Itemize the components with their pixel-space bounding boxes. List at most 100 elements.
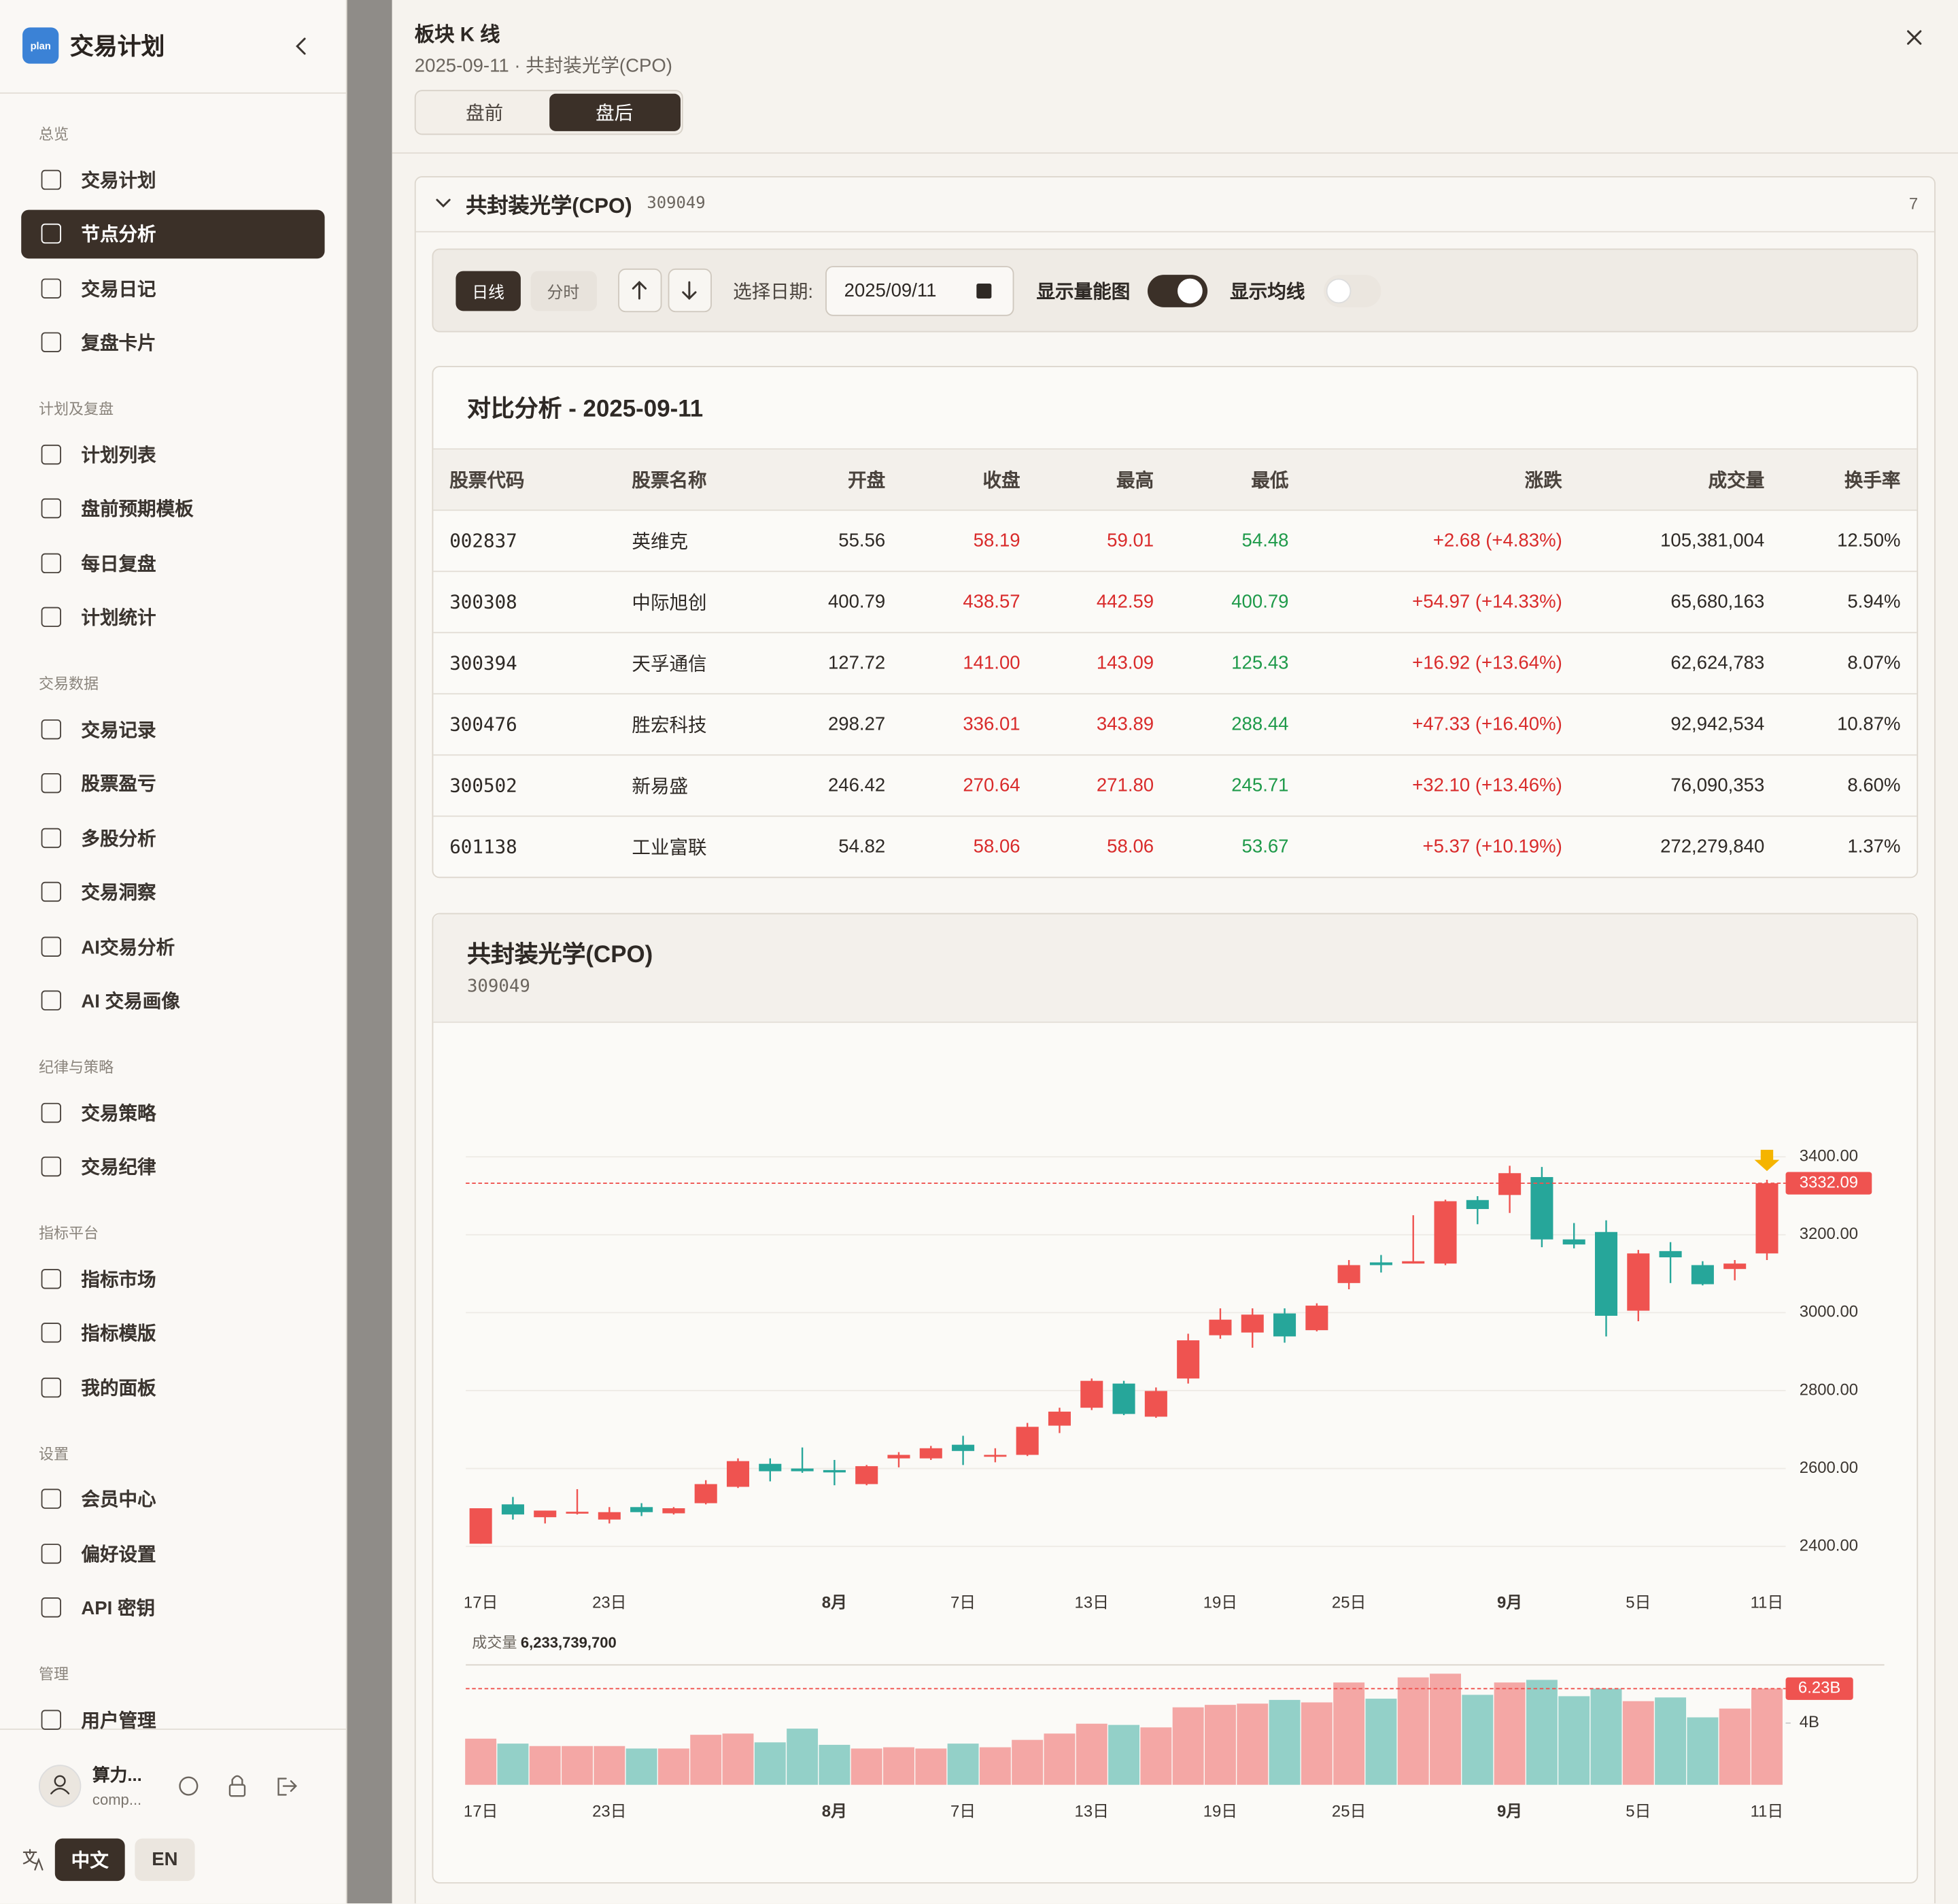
period-tab[interactable]: 日线 — [472, 283, 505, 302]
table-header[interactable]: 换手率 — [1844, 470, 1901, 492]
sidebar-divider — [0, 1729, 347, 1730]
table-cell: 271.80 — [1096, 775, 1154, 796]
candle-body — [630, 1507, 653, 1512]
candle-body — [598, 1512, 621, 1520]
table-header[interactable]: 股票名称 — [632, 470, 707, 492]
nav-item[interactable]: 复盘卡片 — [81, 333, 156, 355]
nav-item[interactable]: 指标市场 — [81, 1269, 156, 1291]
nav-item[interactable]: 交易纪律 — [81, 1157, 156, 1179]
nav-icon — [41, 1102, 62, 1123]
table-title: 对比分析 - 2025-09-11 — [466, 396, 704, 423]
lock-icon[interactable] — [228, 1784, 246, 1797]
toggle-knob — [1178, 278, 1203, 304]
nav-item[interactable]: 交易洞察 — [81, 883, 156, 904]
x-tick-label: 7日 — [950, 1594, 976, 1612]
candle-body — [726, 1461, 750, 1487]
candle-body — [984, 1455, 1007, 1457]
nav-item[interactable]: 指标模版 — [81, 1323, 156, 1345]
table-header[interactable]: 收盘 — [982, 470, 1020, 492]
table-cell: 141.00 — [963, 652, 1020, 674]
logo-badge — [22, 27, 59, 64]
nav-item[interactable]: AI交易分析 — [81, 937, 175, 959]
table-cell: 272,279,840 — [1660, 836, 1765, 857]
nav-item[interactable]: 我的面板 — [81, 1378, 156, 1399]
language-button[interactable]: 中文 — [71, 1850, 109, 1872]
close-icon[interactable] — [1907, 30, 1922, 45]
nav-item[interactable]: 股票盈亏 — [81, 774, 156, 796]
candle-body — [1305, 1306, 1328, 1331]
x-tick-label: 8月 — [822, 1802, 847, 1820]
nav-icon — [41, 553, 62, 573]
tab[interactable]: 盘前 — [466, 103, 504, 124]
table-header[interactable]: 涨跌 — [1524, 470, 1562, 492]
nav-icon — [41, 607, 62, 628]
table-header[interactable]: 股票代码 — [449, 470, 525, 492]
nav-item[interactable]: 用户管理 — [81, 1710, 156, 1732]
table-header[interactable]: 最低 — [1251, 470, 1289, 492]
table-cell: 59.01 — [1107, 530, 1154, 551]
volume-bar — [625, 1748, 657, 1785]
table-cell: 中际旭创 — [632, 592, 707, 614]
x-tick-label: 23日 — [592, 1594, 626, 1612]
nav-item[interactable]: 会员中心 — [81, 1489, 156, 1511]
signal-arrow — [1754, 1149, 1780, 1172]
table-cell: 53.67 — [1241, 836, 1289, 857]
period-tab[interactable]: 分时 — [547, 283, 580, 302]
table-cell: +32.10 (+13.46%) — [1412, 775, 1562, 796]
help-icon[interactable] — [179, 1776, 199, 1796]
nav-item[interactable]: 交易日记 — [81, 279, 156, 301]
table-cell: 8.60% — [1847, 775, 1901, 796]
table-cell: 438.57 — [963, 591, 1020, 613]
candle-body — [1209, 1319, 1232, 1336]
volume-bar — [497, 1744, 529, 1785]
chevron-icon[interactable] — [436, 199, 451, 208]
tab-active[interactable] — [549, 93, 681, 131]
table-row-line — [433, 509, 1917, 511]
logout-icon[interactable] — [277, 1778, 297, 1796]
volume-bar — [465, 1738, 497, 1785]
table-header[interactable]: 最高 — [1116, 470, 1154, 492]
volume-bar — [1108, 1724, 1140, 1785]
calendar-icon[interactable] — [976, 283, 992, 299]
nav-item[interactable]: AI 交易画像 — [81, 991, 180, 1013]
x-tick-label: 23日 — [592, 1802, 626, 1820]
nav-item[interactable]: 计划统计 — [81, 608, 156, 630]
lang-active[interactable] — [54, 1838, 125, 1882]
nav-item[interactable]: 交易计划 — [81, 170, 156, 192]
language-button[interactable]: EN — [152, 1849, 178, 1871]
period-button[interactable] — [530, 271, 597, 311]
nav-item[interactable]: 偏好设置 — [81, 1544, 156, 1565]
nav-icon — [41, 1323, 62, 1343]
table-header[interactable]: 成交量 — [1708, 470, 1765, 492]
table-cell: 288.44 — [1231, 713, 1289, 735]
table-cell: +5.37 (+10.19%) — [1422, 836, 1562, 857]
table-header[interactable]: 开盘 — [848, 470, 886, 492]
table-cell: 400.79 — [1231, 591, 1289, 613]
x-tick-label: 8月 — [822, 1594, 847, 1612]
collapse-icon[interactable] — [296, 37, 306, 55]
nav-item[interactable]: 计划列表 — [81, 445, 156, 466]
nav-section-title: 纪律与策略 — [38, 1058, 114, 1076]
tab[interactable]: 盘后 — [596, 103, 634, 124]
nav-item-active[interactable] — [21, 209, 325, 258]
volume-bar — [1172, 1707, 1204, 1785]
nav-item[interactable]: 节点分析 — [81, 224, 156, 246]
nav-item[interactable]: 盘前预期模板 — [81, 499, 194, 521]
volume-bar — [947, 1744, 979, 1785]
candle-body — [1016, 1427, 1039, 1455]
table-row-line — [433, 754, 1917, 756]
volume-bar — [529, 1746, 561, 1785]
nav-item[interactable]: 交易记录 — [81, 719, 156, 741]
period-active[interactable] — [456, 271, 521, 311]
nav-icon — [41, 498, 62, 519]
nav-item[interactable]: 多股分析 — [81, 828, 156, 850]
nav-item[interactable]: 交易策略 — [81, 1103, 156, 1125]
nav-icon — [41, 936, 62, 957]
lang-button[interactable] — [135, 1838, 195, 1882]
nav-item[interactable]: 每日复盘 — [81, 554, 156, 575]
nav-icon — [41, 1597, 62, 1618]
nav-icon — [41, 990, 62, 1011]
sidebar-divider — [0, 92, 347, 94]
candle-body — [1369, 1262, 1392, 1265]
nav-item[interactable]: API 密钥 — [81, 1598, 156, 1620]
